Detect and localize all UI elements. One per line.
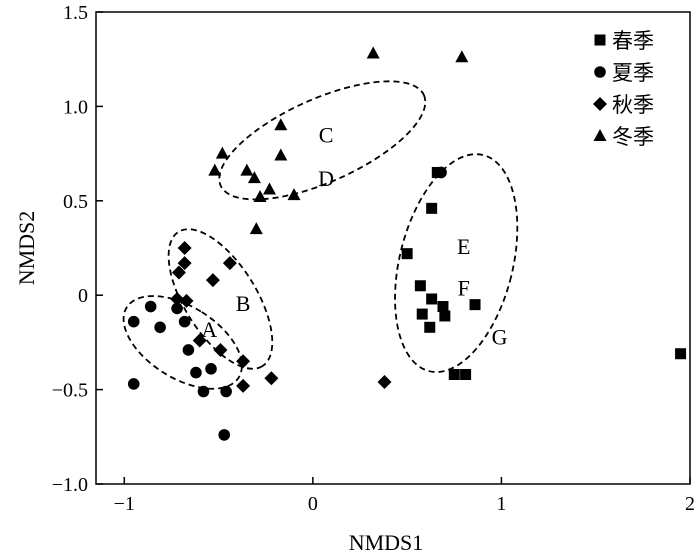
point-square (414, 280, 426, 292)
point-circle (178, 315, 191, 328)
point-circle (205, 363, 217, 375)
point-circle (127, 378, 140, 390)
point-circle (220, 385, 232, 398)
y-axis-title: NMDS2 (14, 211, 39, 286)
point-circle (127, 315, 140, 328)
x-tick-label: −1 (114, 493, 135, 515)
cluster-label-f: F (458, 276, 470, 301)
cluster-ellipse-a (122, 295, 243, 390)
point-diamond (222, 256, 237, 271)
cluster-ellipse-b (167, 228, 274, 370)
y-tick-label: 1.0 (63, 96, 88, 118)
point-diamond (170, 291, 185, 306)
point-diamond (264, 371, 279, 386)
point-diamond (171, 265, 186, 280)
cluster-label-e: E (457, 234, 470, 259)
axes: −1 0 1 2 −1.0 −0.5 0 0.5 1.0 1.5 (52, 2, 695, 515)
point-diamond (192, 333, 207, 348)
point-square (439, 310, 451, 322)
point-circle (154, 321, 166, 334)
cluster-label-g: G (492, 325, 508, 350)
point-diamond (236, 378, 251, 393)
legend-marker-square (594, 34, 606, 46)
point-triangle (455, 50, 469, 63)
point-diamond (377, 375, 392, 390)
point-diamond (177, 256, 192, 271)
y-tick-label: 1.5 (63, 2, 88, 24)
x-tick-label: 2 (685, 493, 695, 515)
cluster-ellipses (122, 80, 519, 390)
x-tick-label: 0 (308, 493, 318, 515)
cluster-ellipse-e (394, 153, 519, 373)
point-square (460, 368, 472, 380)
point-diamond (205, 273, 220, 288)
point-diamond (236, 354, 251, 369)
point-triangle (249, 222, 263, 235)
cluster-label-c: C (319, 123, 334, 148)
point-triangle (247, 171, 261, 184)
point-square (416, 308, 428, 320)
point-triangle (262, 182, 276, 195)
y-tick-label: 0.5 (63, 191, 88, 213)
x-axis-title: NMDS1 (349, 530, 424, 555)
cluster-label-a: A (201, 317, 217, 342)
point-square (448, 368, 460, 380)
point-square (675, 348, 687, 360)
point-square (469, 299, 481, 311)
point-diamond (179, 293, 194, 308)
cluster-label-b: B (236, 291, 251, 316)
cluster-label-d: D (318, 166, 334, 191)
point-diamond (213, 342, 228, 357)
point-circle (190, 366, 202, 379)
legend-marker-diamond (593, 97, 607, 111)
legend-marker-triangle (593, 129, 607, 141)
data-points (127, 46, 687, 441)
legend-label: 秋季 (612, 93, 654, 117)
legend-marker-circle (594, 66, 606, 78)
point-circle (197, 385, 210, 398)
x-tick-label: 1 (496, 493, 506, 515)
cluster-ellipse-c (218, 80, 427, 201)
point-diamond (177, 241, 192, 255)
point-square (426, 293, 438, 305)
legend-label: 夏季 (612, 61, 654, 85)
point-triangle (240, 163, 254, 176)
point-triangle (287, 188, 301, 201)
y-tick-label: −1.0 (52, 474, 88, 496)
point-circle (218, 429, 231, 441)
point-triangle (208, 163, 222, 176)
point-square (401, 248, 413, 260)
point-triangle (274, 148, 288, 161)
legend-label: 冬季 (612, 125, 654, 149)
point-triangle (274, 118, 288, 131)
point-circle (435, 166, 447, 179)
point-square (426, 202, 438, 214)
cluster-labels: AB CD EFG (201, 123, 507, 350)
y-tick-label: 0 (78, 285, 88, 307)
point-square (424, 321, 436, 333)
legend-label: 春季 (612, 29, 654, 53)
point-circle (182, 344, 195, 356)
point-circle (144, 300, 157, 313)
point-triangle (366, 46, 380, 59)
point-triangle (215, 146, 229, 159)
y-tick-label: −0.5 (52, 380, 88, 402)
plot-frame (95, 11, 691, 485)
point-circle (171, 302, 183, 315)
point-square (437, 301, 449, 313)
point-triangle (253, 190, 267, 203)
